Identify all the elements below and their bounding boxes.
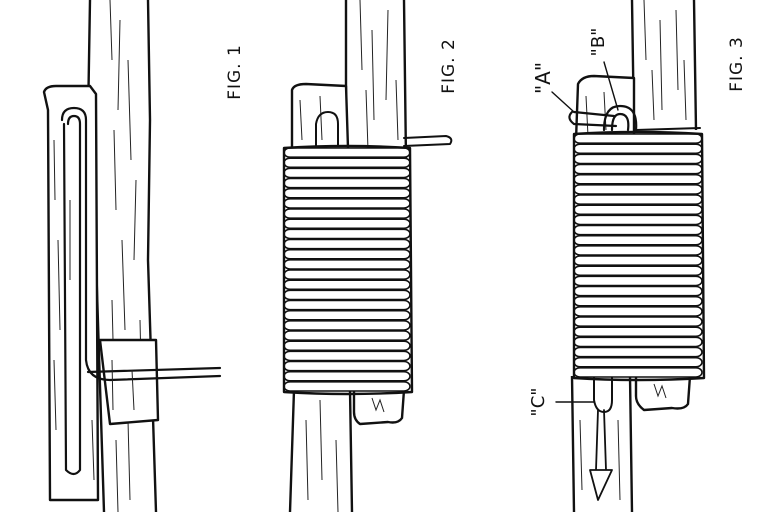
fig2-wrap-coil: [283, 320, 411, 331]
fig3-wrap-coil: [573, 173, 703, 185]
fig3-wrap-coil: [573, 265, 703, 277]
fig2-wrap-coil: [283, 299, 411, 311]
fig3-wrap-coil: [573, 184, 703, 195]
fig3-wrap-coil: [573, 255, 703, 266]
fig3-wrap-outline: [572, 130, 706, 382]
figure-3: "A" "B" "C" FIG. 3: [528, 0, 747, 512]
fig2-wrap-coil: [283, 228, 411, 240]
fig3-loop-C: [593, 375, 613, 413]
figure-2: FIG. 2: [282, 0, 459, 512]
fig2-wrap-coil: [283, 248, 411, 260]
callout-A-leader: [551, 91, 575, 113]
fig1-rope-loop: [60, 106, 222, 382]
callout-C-label: "C": [528, 387, 549, 416]
fig3-wrap-coil: [573, 285, 703, 297]
fig2-wrap-outline: [282, 144, 414, 396]
fig2-wrap-coil: [283, 340, 411, 352]
fig2-wrap-coil: [283, 187, 411, 199]
fig2-wrap-coil: [283, 381, 411, 392]
fig3-wrap-coil: [573, 275, 703, 287]
fig2-wrap-coil: [283, 360, 411, 372]
fig1-label: FIG. 1: [225, 44, 245, 100]
fig2-wrap-coil: [283, 259, 411, 270]
fig3-arrow: [589, 409, 613, 501]
fig3-loop-B: [602, 104, 638, 132]
fig3-wrap-coil: [573, 295, 703, 307]
fig2-wrap-coil: [283, 370, 411, 382]
fig3-wrap-coil: [573, 346, 703, 358]
fig2-wrap-coil: [283, 279, 411, 291]
fig3-lower-block: [634, 374, 692, 412]
fig3-wrap-coil: [573, 367, 703, 378]
fig3-wrap-coil: [573, 163, 703, 175]
fig3-tail-A: [568, 110, 618, 128]
fig2-wrap-coil: [283, 269, 411, 280]
fig2-wrap-coil: [283, 208, 411, 219]
fig3-wrap-coil: [573, 336, 703, 348]
callout-A-label: "A": [531, 62, 555, 94]
callout-B-leader: [603, 61, 619, 111]
fig3-wrap-coil: [573, 224, 703, 236]
fig2-wrap-coil: [283, 157, 411, 169]
fig2-lower-block: [352, 388, 406, 426]
fig2-wrap-coil: [283, 238, 411, 250]
fig2-wrap-coil: [283, 198, 411, 209]
fig2-wrap-coil: [283, 177, 411, 189]
fig2-wrap-coil: [283, 350, 411, 362]
fig3-wrap-coil: [573, 204, 703, 216]
fig2-wrap-coil: [283, 289, 411, 301]
figure-1: FIG. 1: [42, 0, 245, 512]
fig2-main-pole: [288, 0, 408, 512]
fig3-wrap-coil: [573, 153, 703, 165]
fig3-wrap-coil: [573, 245, 703, 256]
fig3-wrap-coil: [573, 214, 703, 226]
fig2-wrap-coil: [283, 147, 411, 158]
fig2-wrap-coil: [283, 218, 411, 230]
fig2-wrap-coil: [283, 309, 411, 321]
fig3-wrap-coil: [573, 133, 703, 144]
fig3-label: FIG. 3: [727, 36, 747, 92]
fig3-wrap-coil: [573, 316, 703, 327]
fig3-main-pole: [570, 0, 698, 512]
fig3-wrap-coil: [573, 356, 703, 368]
fig3-wrap-coil: [573, 306, 703, 317]
fig2-label: FIG. 2: [439, 38, 459, 94]
fig2-rope-tail: [403, 135, 453, 147]
fig3-wrap-coil: [573, 234, 703, 246]
fig2-wrap-coil: [283, 167, 411, 179]
fig2-wrap-coils: [282, 144, 414, 396]
fig3-wrap-coil: [573, 326, 703, 338]
fig3-wrap-coil: [573, 143, 703, 155]
fig2-wrap-coil: [283, 330, 411, 341]
fig1-spar: [42, 84, 100, 502]
callout-B-label: "B": [588, 28, 609, 57]
fig3-wrap-coils: [572, 130, 706, 382]
fig3-wrap-coil: [573, 194, 703, 205]
fig1-lower-block: [98, 338, 160, 426]
